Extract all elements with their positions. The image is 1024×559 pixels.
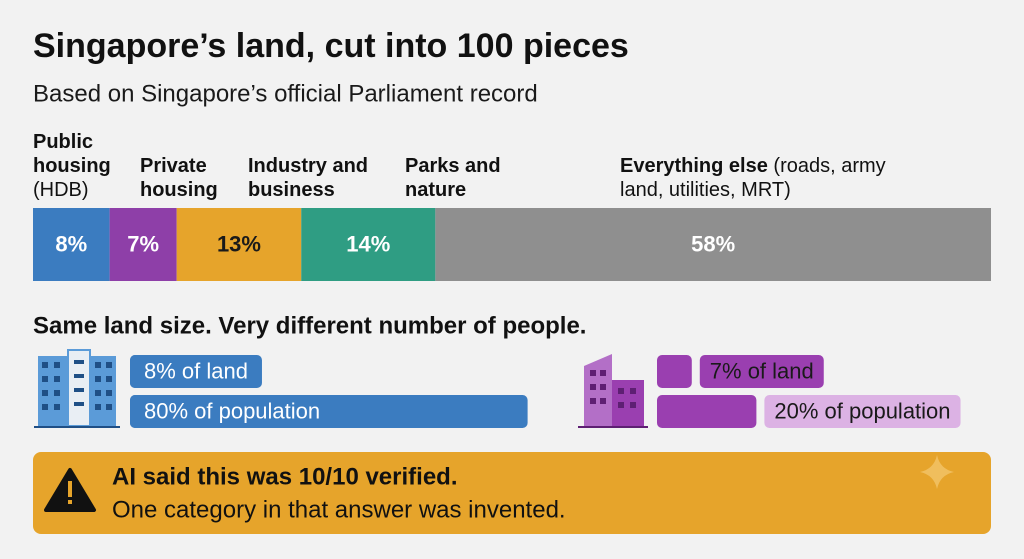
value-label: 13% <box>217 231 261 256</box>
value-label: 58% <box>691 231 735 256</box>
population-bar <box>657 355 692 388</box>
population-bar <box>130 355 170 388</box>
bar-label: 7% of land <box>710 358 814 383</box>
chart-subtitle: Based on Singapore’s official Parliament… <box>33 80 538 107</box>
label-pill <box>764 395 961 428</box>
warning-title: AI said this was 10/10 verified. <box>112 463 458 490</box>
bar-segment <box>109 208 177 281</box>
value-label: 14% <box>346 231 390 256</box>
bar-label: 8% of land <box>144 358 248 383</box>
bar-label: 80% of population <box>144 398 320 423</box>
bar-label: 20% of population <box>774 398 950 423</box>
population-bar <box>130 395 528 428</box>
value-label: 8% <box>55 231 87 256</box>
warning-icon <box>44 468 96 512</box>
private-icon <box>578 354 648 428</box>
segment-name: Public housing (HDB) <box>33 131 111 201</box>
sparkle <box>920 455 954 489</box>
bar-segment <box>33 208 110 281</box>
segment-name: Industry and business <box>248 155 369 201</box>
bar-segment <box>435 208 991 281</box>
section-title: Same land size. Very different number of… <box>33 312 586 339</box>
label-pill <box>699 355 824 388</box>
segment-name: Private housing <box>140 155 218 201</box>
chart-title: Singapore’s land, cut into 100 pieces <box>33 27 629 65</box>
segment-name: Parks and nature <box>405 155 501 201</box>
warning-box <box>33 452 991 534</box>
segment-name: Everything else (roads, army land, utili… <box>620 155 886 201</box>
population-bar <box>657 395 757 428</box>
bar-segment <box>176 208 302 281</box>
value-label: 7% <box>127 231 159 256</box>
warning-text: One category in that answer was invented… <box>112 496 566 523</box>
hdb-icon <box>34 349 120 428</box>
bar-segment <box>301 208 436 281</box>
